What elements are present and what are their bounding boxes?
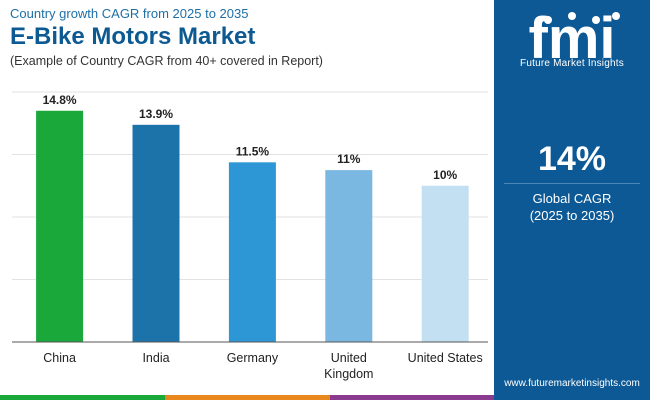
- bar: [421, 185, 469, 342]
- bar-value-label: 14.8%: [43, 93, 77, 107]
- logo-dot-icon: [612, 12, 620, 20]
- x-tick-label: United States: [408, 351, 483, 365]
- bottom-bar-segment: [494, 395, 650, 400]
- bar-value-label: 11%: [337, 152, 361, 166]
- chart-title: E-Bike Motors Market: [10, 23, 256, 50]
- chart-subtitle: Country growth CAGR from 2025 to 2035: [10, 6, 249, 21]
- bar-value-label: 13.9%: [139, 107, 173, 121]
- website-link[interactable]: www.futuremarketinsights.com: [504, 378, 640, 389]
- logo-dot-icon: [568, 12, 576, 20]
- x-tick-label-line: Kingdom: [324, 367, 373, 381]
- x-tick-label-line: United: [331, 351, 367, 365]
- bar: [325, 170, 373, 342]
- bar-value-label: 10%: [433, 168, 457, 182]
- x-tick-label-line: India: [142, 351, 169, 365]
- global-cagr-label-line2: (2025 to 2035): [529, 208, 615, 223]
- x-tick-label-line: Germany: [227, 351, 279, 365]
- divider: [504, 183, 640, 184]
- global-cagr-value: 14%: [537, 140, 607, 178]
- global-cagr-label: Global CAGR (2025 to 2035): [494, 190, 650, 224]
- bar: [228, 162, 276, 342]
- bar: [36, 110, 84, 342]
- x-tick-label: India: [142, 351, 169, 365]
- bottom-bar-segment: [0, 395, 165, 400]
- bottom-color-bar: [0, 395, 650, 400]
- logo-dot-icon: [592, 16, 600, 24]
- x-tick-label: United Kingdom: [324, 351, 373, 381]
- x-tick-label: Germany: [227, 351, 279, 365]
- fmi-logo: fmi: [529, 6, 620, 71]
- bar-value-label: 11.5%: [236, 144, 270, 158]
- logo-dot-icon: [544, 16, 552, 24]
- x-tick-label-line: China: [43, 351, 76, 365]
- bar-chart: 14.8% China 13.9% India 11.5% Germany 11% Unite…: [12, 91, 488, 381]
- summary-panel: fmi Future Market Insights 14% Global CA…: [494, 0, 650, 400]
- logo-name: Future Market Insights: [520, 58, 624, 69]
- bottom-bar-segment: [165, 395, 330, 400]
- header: Country growth CAGR from 2025 to 2035 E-…: [10, 6, 490, 69]
- x-tick-label-line: United States: [408, 351, 483, 365]
- bar: [132, 124, 180, 342]
- x-tick-label: China: [43, 351, 76, 365]
- chart-note: (Example of Country CAGR from 40+ covere…: [10, 54, 323, 68]
- bottom-bar-segment: [330, 395, 494, 400]
- global-cagr-label-line1: Global CAGR: [532, 191, 612, 206]
